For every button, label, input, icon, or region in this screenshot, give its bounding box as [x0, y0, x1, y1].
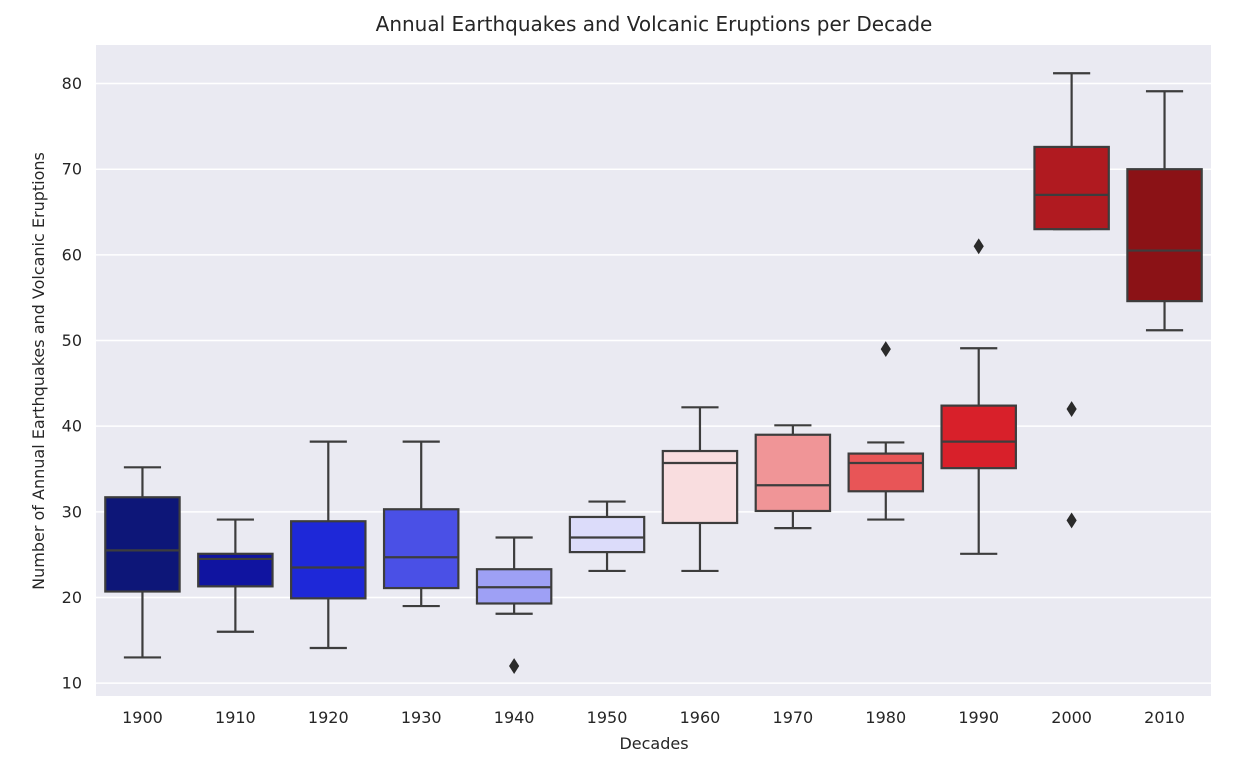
box-iqr-1970 — [754, 433, 832, 513]
y-tick-label-10: 10 — [62, 674, 82, 693]
y-tick-label-80: 80 — [62, 74, 82, 93]
outlier-1990-0 — [973, 238, 984, 255]
box-iqr-1980 — [847, 452, 925, 493]
y-tick-labels: 10 20 30 40 50 60 70 80 — [62, 74, 82, 693]
x-tick-label-1990: 1990 — [958, 708, 999, 727]
box-1920 — [290, 440, 367, 650]
x-tick-label-1960: 1960 — [680, 708, 721, 727]
x-tick-label-1930: 1930 — [401, 708, 442, 727]
x-tick-label-2010: 2010 — [1144, 708, 1185, 727]
box-iqr-1990 — [940, 404, 1017, 470]
x-tick-label-2000: 2000 — [1051, 708, 1092, 727]
box-iqr-2010 — [1126, 168, 1203, 303]
box-iqr-2000 — [1033, 145, 1110, 231]
x-axis-label: Decades — [619, 734, 688, 753]
y-tick-label-20: 20 — [62, 588, 82, 607]
box-iqr-1920 — [290, 520, 367, 600]
box-2000 — [1033, 72, 1110, 529]
outlier-1940-0 — [509, 658, 520, 674]
box-iqr-1930 — [382, 508, 460, 590]
box-1950 — [568, 500, 646, 573]
box-1930 — [382, 440, 460, 608]
plot-area — [96, 45, 1211, 696]
x-tick-label-1920: 1920 — [308, 708, 349, 727]
outlier-1980-0 — [880, 341, 891, 358]
x-tick-label-1940: 1940 — [494, 708, 535, 727]
y-tick-label-50: 50 — [62, 331, 82, 350]
box-series — [104, 72, 1203, 674]
y-tick-label-30: 30 — [62, 502, 82, 521]
box-1990 — [940, 238, 1017, 555]
y-tick-label-60: 60 — [62, 245, 82, 264]
chart-title: Annual Earthquakes and Volcanic Eruption… — [376, 12, 933, 36]
y-axis-label: Number of Annual Earthquakes and Volcani… — [29, 152, 48, 590]
x-tick-label-1980: 1980 — [865, 708, 906, 727]
box-iqr-1960 — [661, 449, 739, 525]
x-tick-label-1970: 1970 — [773, 708, 814, 727]
x-tick-label-1950: 1950 — [587, 708, 628, 727]
outlier-2000-0 — [1066, 401, 1077, 417]
box-1970 — [754, 424, 832, 530]
box-iqr-1950 — [568, 515, 646, 554]
x-tick-label-1910: 1910 — [215, 708, 256, 727]
x-tick-labels: 1900 1910 1920 1930 1940 1950 1960 1970 1980 1990… — [122, 708, 1185, 727]
box-1910 — [197, 518, 274, 633]
x-tick-label-1900: 1900 — [122, 708, 163, 727]
y-tick-label-70: 70 — [62, 160, 82, 179]
box-1980 — [847, 341, 925, 521]
box-2010 — [1126, 90, 1203, 332]
box-1960 — [661, 406, 739, 573]
outlier-2000-1 — [1066, 512, 1077, 529]
grid-lines — [96, 82, 1211, 684]
y-tick-label-40: 40 — [62, 417, 82, 436]
box-iqr-1900 — [104, 496, 181, 593]
box-1940 — [475, 536, 553, 674]
box-1900 — [104, 466, 181, 659]
